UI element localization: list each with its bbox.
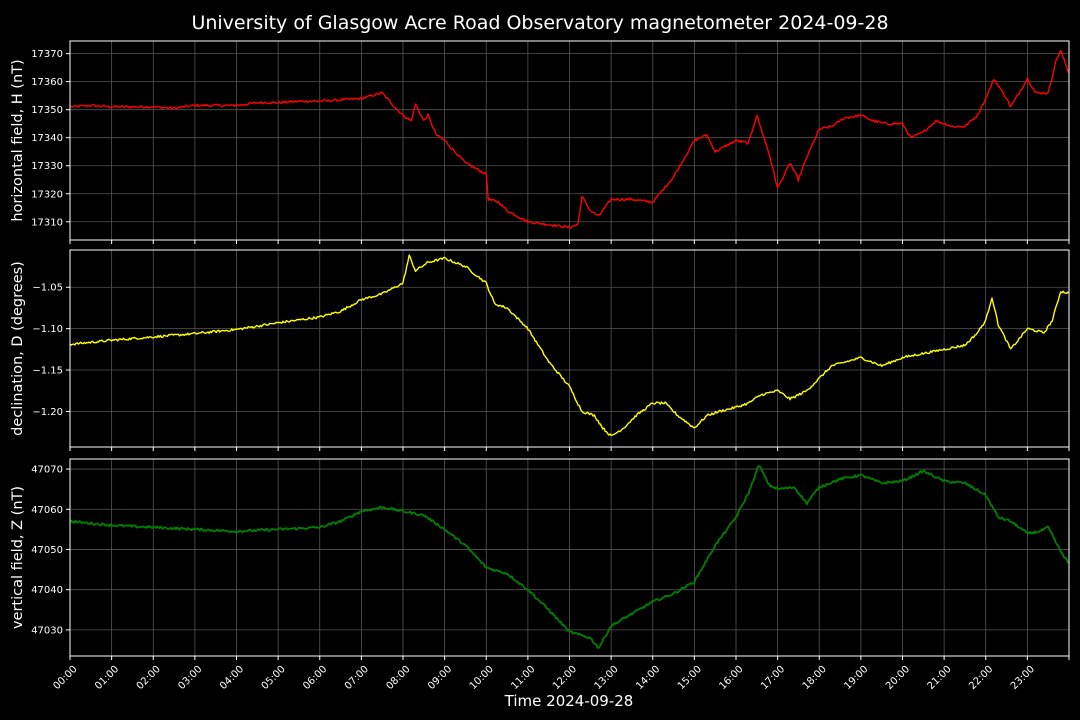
- chart-title: University of Glasgow Acre Road Observat…: [191, 12, 888, 34]
- panel-2: −1.20 −1.15 −1.10 −1.05 declination, D (degr…: [10, 249, 1070, 451]
- series-line: [69, 49, 1070, 229]
- panel-frame: [69, 40, 1070, 241]
- y-tick-label: 47060: [31, 505, 63, 516]
- y-tick-label: 17360: [31, 77, 63, 88]
- x-axis-label: Time 2024-09-28: [504, 692, 634, 710]
- y-tick-label: −1.20: [32, 407, 63, 418]
- y-tick-label: −1.05: [32, 283, 63, 294]
- y-tick-label: −1.15: [32, 366, 63, 377]
- y-tick-label: 17310: [31, 217, 63, 228]
- y-tick-label: 17330: [31, 161, 63, 172]
- panel-frame: [69, 458, 1070, 657]
- y-tick-label: 17340: [31, 133, 63, 144]
- panel-3: 47030 47040 47050 47060 47070 vertical field,…: [10, 458, 1070, 660]
- series-line: [69, 465, 1070, 649]
- y-axis-label: horizontal field, H (nT): [10, 59, 26, 221]
- panel-frame: [69, 249, 1070, 448]
- series-line: [69, 254, 1070, 437]
- y-tick-label: 17350: [31, 105, 63, 116]
- y-axis-label: vertical field, Z (nT): [10, 486, 26, 629]
- y-axis-label: declination, D (degrees): [10, 261, 26, 436]
- panel-1: 17310 17320 17330 17340 17350 17360 17370 horiz…: [10, 40, 1070, 244]
- y-tick-label: 47030: [31, 625, 63, 636]
- y-tick-label: 47070: [31, 465, 63, 476]
- y-tick-label: 47040: [31, 585, 63, 596]
- y-tick-label: 17320: [31, 189, 63, 200]
- y-tick-label: −1.10: [32, 324, 63, 335]
- y-tick-label: 17370: [31, 49, 63, 60]
- y-tick-label: 47050: [31, 545, 63, 556]
